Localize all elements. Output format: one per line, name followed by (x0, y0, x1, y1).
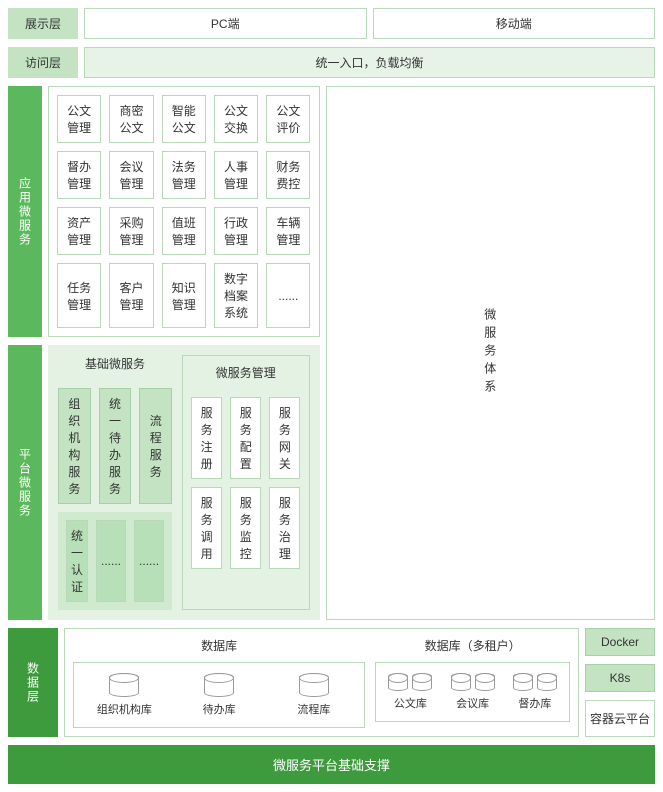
mgmt-item: 服务调用 (191, 487, 222, 569)
system-side-panel: 微服务体系 (326, 86, 656, 620)
cylinder-icon (412, 673, 432, 691)
tenant-db-item: 督办库 (507, 673, 563, 711)
footer-bar: 微服务平台基础支撑 (8, 745, 655, 784)
app-item: 任务管理 (57, 263, 101, 328)
data-layer-row: 数据层 数据库 组织机构库 待办库 流程库 (8, 628, 655, 737)
system-side-label: 微服务体系 (482, 308, 499, 398)
platform-services-label: 平台微服务 (8, 345, 42, 620)
app-item: 公文管理 (57, 95, 101, 143)
db-label: 待办库 (203, 701, 236, 717)
mgmt-item: 服务网关 (269, 397, 300, 479)
db-label: 组织机构库 (97, 701, 152, 717)
db-title: 数据库 (73, 637, 365, 654)
app-item: 人事管理 (214, 151, 258, 199)
app-item: 财务费控 (266, 151, 310, 199)
db-item: 组织机构库 (80, 673, 169, 717)
app-item: 督办管理 (57, 151, 101, 199)
access-layer: 访问层 统一入口，负载均衡 (8, 47, 655, 78)
side-k8s: K8s (585, 664, 655, 692)
cylinder-icon (299, 673, 329, 697)
basic-services-title: 基础微服务 (58, 355, 172, 372)
data-layer-panel: 数据库 组织机构库 待办库 流程库 (64, 628, 579, 737)
db-item: 流程库 (269, 673, 358, 717)
app-row-2: 资产管理 采购管理 值班管理 行政管理 车辆管理 (57, 207, 311, 255)
app-services-row: 应用微服务 公文管理 商密公文 智能公文 公文交换 公文评价 督办管理 会议管理… (8, 86, 320, 337)
basic-item: 流程服务 (139, 388, 172, 504)
platform-services-panel: 基础微服务 组织机构服务 统一待办服务 流程服务 统一认证 ...... ...… (48, 345, 320, 620)
platform-services-row: 平台微服务 基础微服务 组织机构服务 统一待办服务 流程服务 统一认证 ....… (8, 345, 320, 620)
cylinder-icon (513, 673, 533, 691)
app-row-3: 任务管理 客户管理 知识管理 数字档案系统 ...... (57, 263, 311, 328)
basic-item: 统一认证 (66, 520, 88, 602)
mgmt-item: 服务配置 (230, 397, 261, 479)
basic-item: 组织机构服务 (58, 388, 91, 504)
app-row-0: 公文管理 商密公文 智能公文 公文交换 公文评价 (57, 95, 311, 143)
app-item: 行政管理 (214, 207, 258, 255)
app-item: 会议管理 (109, 151, 153, 199)
mgmt-item: 服务治理 (269, 487, 300, 569)
cylinder-icon (388, 673, 408, 691)
access-text: 统一入口，负载均衡 (84, 47, 655, 78)
cylinder-icon (204, 673, 234, 697)
tenant-db-item: 会议库 (444, 673, 500, 711)
side-container-cloud: 容器云平台 (585, 700, 655, 737)
mgmt-item: 服务注册 (191, 397, 222, 479)
db-label: 公文库 (394, 695, 427, 711)
app-item: 知识管理 (162, 263, 206, 328)
app-item: 法务管理 (162, 151, 206, 199)
cylinder-icon (451, 673, 471, 691)
cylinder-icon (109, 673, 139, 697)
app-row-1: 督办管理 会议管理 法务管理 人事管理 财务费控 (57, 151, 311, 199)
data-layer-label: 数据层 (8, 628, 58, 737)
tenant-db-title: 数据库（多租户） (375, 637, 570, 654)
presentation-mobile: 移动端 (373, 8, 656, 39)
service-mgmt-title: 微服务管理 (191, 364, 300, 381)
side-docker: Docker (585, 628, 655, 656)
app-item: 公文交换 (214, 95, 258, 143)
access-label: 访问层 (8, 47, 78, 78)
app-item: ...... (266, 263, 310, 328)
db-item: 待办库 (175, 673, 264, 717)
app-services-label: 应用微服务 (8, 86, 42, 337)
basic-item: 统一待办服务 (99, 388, 132, 504)
app-item: 商密公文 (109, 95, 153, 143)
app-item: 资产管理 (57, 207, 101, 255)
basic-item: ...... (96, 520, 126, 602)
app-item: 公文评价 (266, 95, 310, 143)
app-item: 采购管理 (109, 207, 153, 255)
cylinder-icon (475, 673, 495, 691)
app-item: 客户管理 (109, 263, 153, 328)
mgmt-item: 服务监控 (230, 487, 261, 569)
cylinder-icon (537, 673, 557, 691)
basic-services: 基础微服务 组织机构服务 统一待办服务 流程服务 统一认证 ...... ...… (58, 355, 172, 610)
presentation-layer: 展示层 PC端 移动端 (8, 8, 655, 39)
app-services-panel: 公文管理 商密公文 智能公文 公文交换 公文评价 督办管理 会议管理 法务管理 … (48, 86, 320, 337)
presentation-label: 展示层 (8, 8, 78, 39)
data-side-stack: Docker K8s 容器云平台 (585, 628, 655, 737)
presentation-pc: PC端 (84, 8, 367, 39)
service-mgmt: 微服务管理 服务注册 服务配置 服务网关 服务调用 服务监控 服务治理 (182, 355, 309, 610)
app-item: 智能公文 (162, 95, 206, 143)
app-item: 车辆管理 (266, 207, 310, 255)
db-label: 流程库 (297, 701, 330, 717)
basic-item: ...... (134, 520, 164, 602)
microservice-area: 应用微服务 公文管理 商密公文 智能公文 公文交换 公文评价 督办管理 会议管理… (8, 86, 655, 620)
tenant-db-item: 公文库 (382, 673, 438, 711)
db-label: 会议库 (456, 695, 489, 711)
app-item: 值班管理 (162, 207, 206, 255)
app-item: 数字档案系统 (214, 263, 258, 328)
db-label: 督办库 (518, 695, 551, 711)
